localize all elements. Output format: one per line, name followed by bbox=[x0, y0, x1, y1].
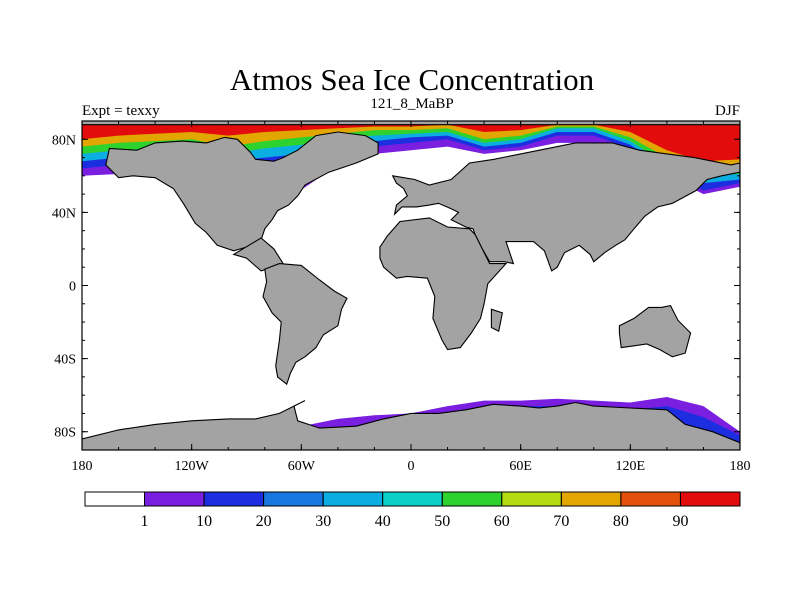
colorbar-box-3 bbox=[263, 491, 324, 507]
x-tick-label-1: 120W bbox=[175, 459, 210, 474]
colorbar-label-0: 1 bbox=[141, 513, 149, 530]
y-tick-label-1: 40N bbox=[52, 206, 76, 221]
x-tick-label-4: 60E bbox=[509, 459, 532, 474]
colorbar-label-5: 50 bbox=[434, 513, 450, 530]
colorbar-label-2: 20 bbox=[256, 513, 272, 530]
land-mass-1 bbox=[105, 131, 379, 252]
land-mass-3 bbox=[262, 263, 348, 386]
colorbar-label-3: 30 bbox=[315, 513, 331, 530]
colorbar-box-9 bbox=[620, 491, 681, 507]
x-tick-label-2: 60W bbox=[288, 459, 316, 474]
land-layer bbox=[82, 121, 740, 450]
land-mass-4 bbox=[391, 142, 740, 272]
y-tick-label-2: 0 bbox=[69, 280, 76, 295]
y-tick-label-0: 80N bbox=[52, 133, 76, 148]
colorbar-box-8 bbox=[560, 491, 622, 507]
land-mass-8 bbox=[82, 400, 740, 450]
subtitle-right: DJF bbox=[715, 103, 740, 119]
x-tick-label-6: 180 bbox=[730, 459, 751, 474]
colorbar-box-1 bbox=[144, 491, 205, 507]
chart-title: Atmos Sea Ice Concentration bbox=[230, 62, 595, 97]
land-mass-2 bbox=[232, 237, 284, 272]
colorbar-box-7 bbox=[501, 491, 562, 507]
colorbar-label-6: 60 bbox=[494, 513, 510, 530]
ice-band-90-5 bbox=[82, 121, 740, 162]
colorbar: 1 10 20 30 40 50 60 70 80 90 bbox=[84, 491, 741, 530]
colorbar-label-4: 40 bbox=[375, 513, 391, 530]
land-mass-6 bbox=[490, 308, 504, 333]
x-tick-label-5: 120E bbox=[616, 459, 646, 474]
subtitle-center: 121_8_MaBP bbox=[370, 96, 453, 112]
colorbar-label-8: 80 bbox=[613, 513, 629, 530]
colorbar-box-10 bbox=[680, 491, 741, 507]
land-mass-5 bbox=[379, 217, 508, 351]
colorbar-box-6 bbox=[441, 491, 503, 507]
colorbar-box-5 bbox=[382, 491, 443, 507]
colorbar-box-4 bbox=[322, 491, 384, 507]
axes: 180 120W 60W 0 60E 120E 180 80N 40N 0 40S 80S bbox=[52, 121, 751, 474]
colorbar-label-1: 10 bbox=[196, 513, 212, 530]
colorbar-box-0 bbox=[84, 491, 145, 507]
colorbar-box-2 bbox=[203, 491, 265, 507]
colorbar-label-9: 90 bbox=[673, 513, 689, 530]
y-tick-label-3: 40S bbox=[54, 353, 76, 368]
x-tick-label-3: 0 bbox=[408, 459, 415, 474]
colorbar-label-7: 70 bbox=[553, 513, 569, 530]
land-mass-7 bbox=[618, 304, 692, 358]
subtitle-left: Expt = texxy bbox=[82, 103, 160, 119]
x-tick-label-0: 180 bbox=[72, 459, 93, 474]
y-tick-label-4: 80S bbox=[54, 426, 76, 441]
